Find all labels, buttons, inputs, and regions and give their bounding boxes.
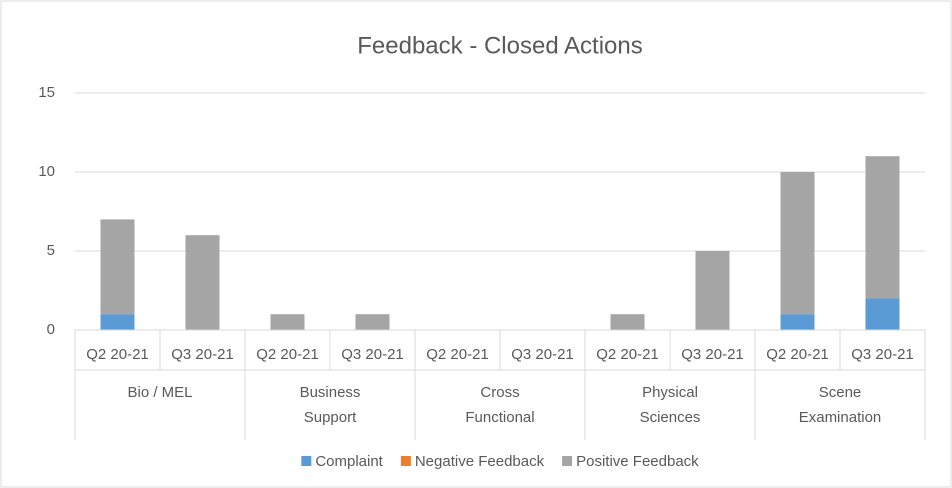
x-tick-label: Q3 20-21: [341, 346, 404, 363]
legend: Complaint Negative Feedback Positive Feedb…: [301, 453, 699, 470]
x-tick-label: Q3 20-21: [171, 346, 234, 363]
x-tick-label: Q2 20-21: [596, 346, 659, 363]
x-tick-label: Q2 20-21: [86, 346, 149, 363]
group-label-box: Cross Functional: [465, 384, 535, 426]
y-tick-label: 10: [38, 163, 55, 180]
bar-segment: [865, 156, 900, 299]
x-tick-label: Q3 20-21: [681, 346, 744, 363]
bar-segment: [270, 314, 305, 330]
bar-segment: [695, 251, 730, 330]
x-tick-label: Q3 20-21: [511, 346, 574, 363]
y-tick-label: 15: [38, 84, 55, 101]
group-label: Physical Sciences: [639, 384, 701, 426]
group-label: Bio / MEL: [127, 384, 193, 401]
y-tick-label: 0: [47, 321, 55, 338]
group-label-box: Physical Sciences: [639, 384, 701, 426]
bar-segment: [780, 172, 815, 315]
legend-swatch: [562, 456, 573, 466]
bar-segment: [780, 314, 815, 330]
x-tick-label: Q2 20-21: [766, 346, 829, 363]
legend-label: Positive Feedback: [576, 453, 699, 470]
group-label-box: Business Support: [299, 384, 361, 426]
bar-segment: [100, 314, 135, 330]
bar-segment: [100, 219, 135, 315]
x-tick-label: Q3 20-21: [851, 346, 914, 363]
y-tick-label: 5: [47, 242, 55, 259]
legend-swatch: [301, 456, 312, 466]
legend-swatch: [400, 456, 411, 466]
group-label: Cross Functional: [465, 384, 535, 426]
x-tick-label: Q2 20-21: [426, 346, 489, 363]
group-label: Business Support: [299, 384, 361, 426]
group-label-box: Scene Examination: [798, 384, 882, 426]
bar-segment: [355, 314, 390, 330]
bar-segment: [865, 298, 900, 330]
chart-title: Feedback - Closed Actions: [357, 32, 642, 59]
bar-segment: [610, 314, 645, 330]
group-label-box: Bio / MEL: [127, 384, 193, 401]
legend-label: Complaint: [315, 453, 383, 470]
group-label: Scene Examination: [798, 384, 882, 426]
legend-label: Negative Feedback: [415, 453, 545, 470]
x-tick-label: Q2 20-21: [256, 346, 319, 363]
bar-segment: [185, 235, 220, 330]
